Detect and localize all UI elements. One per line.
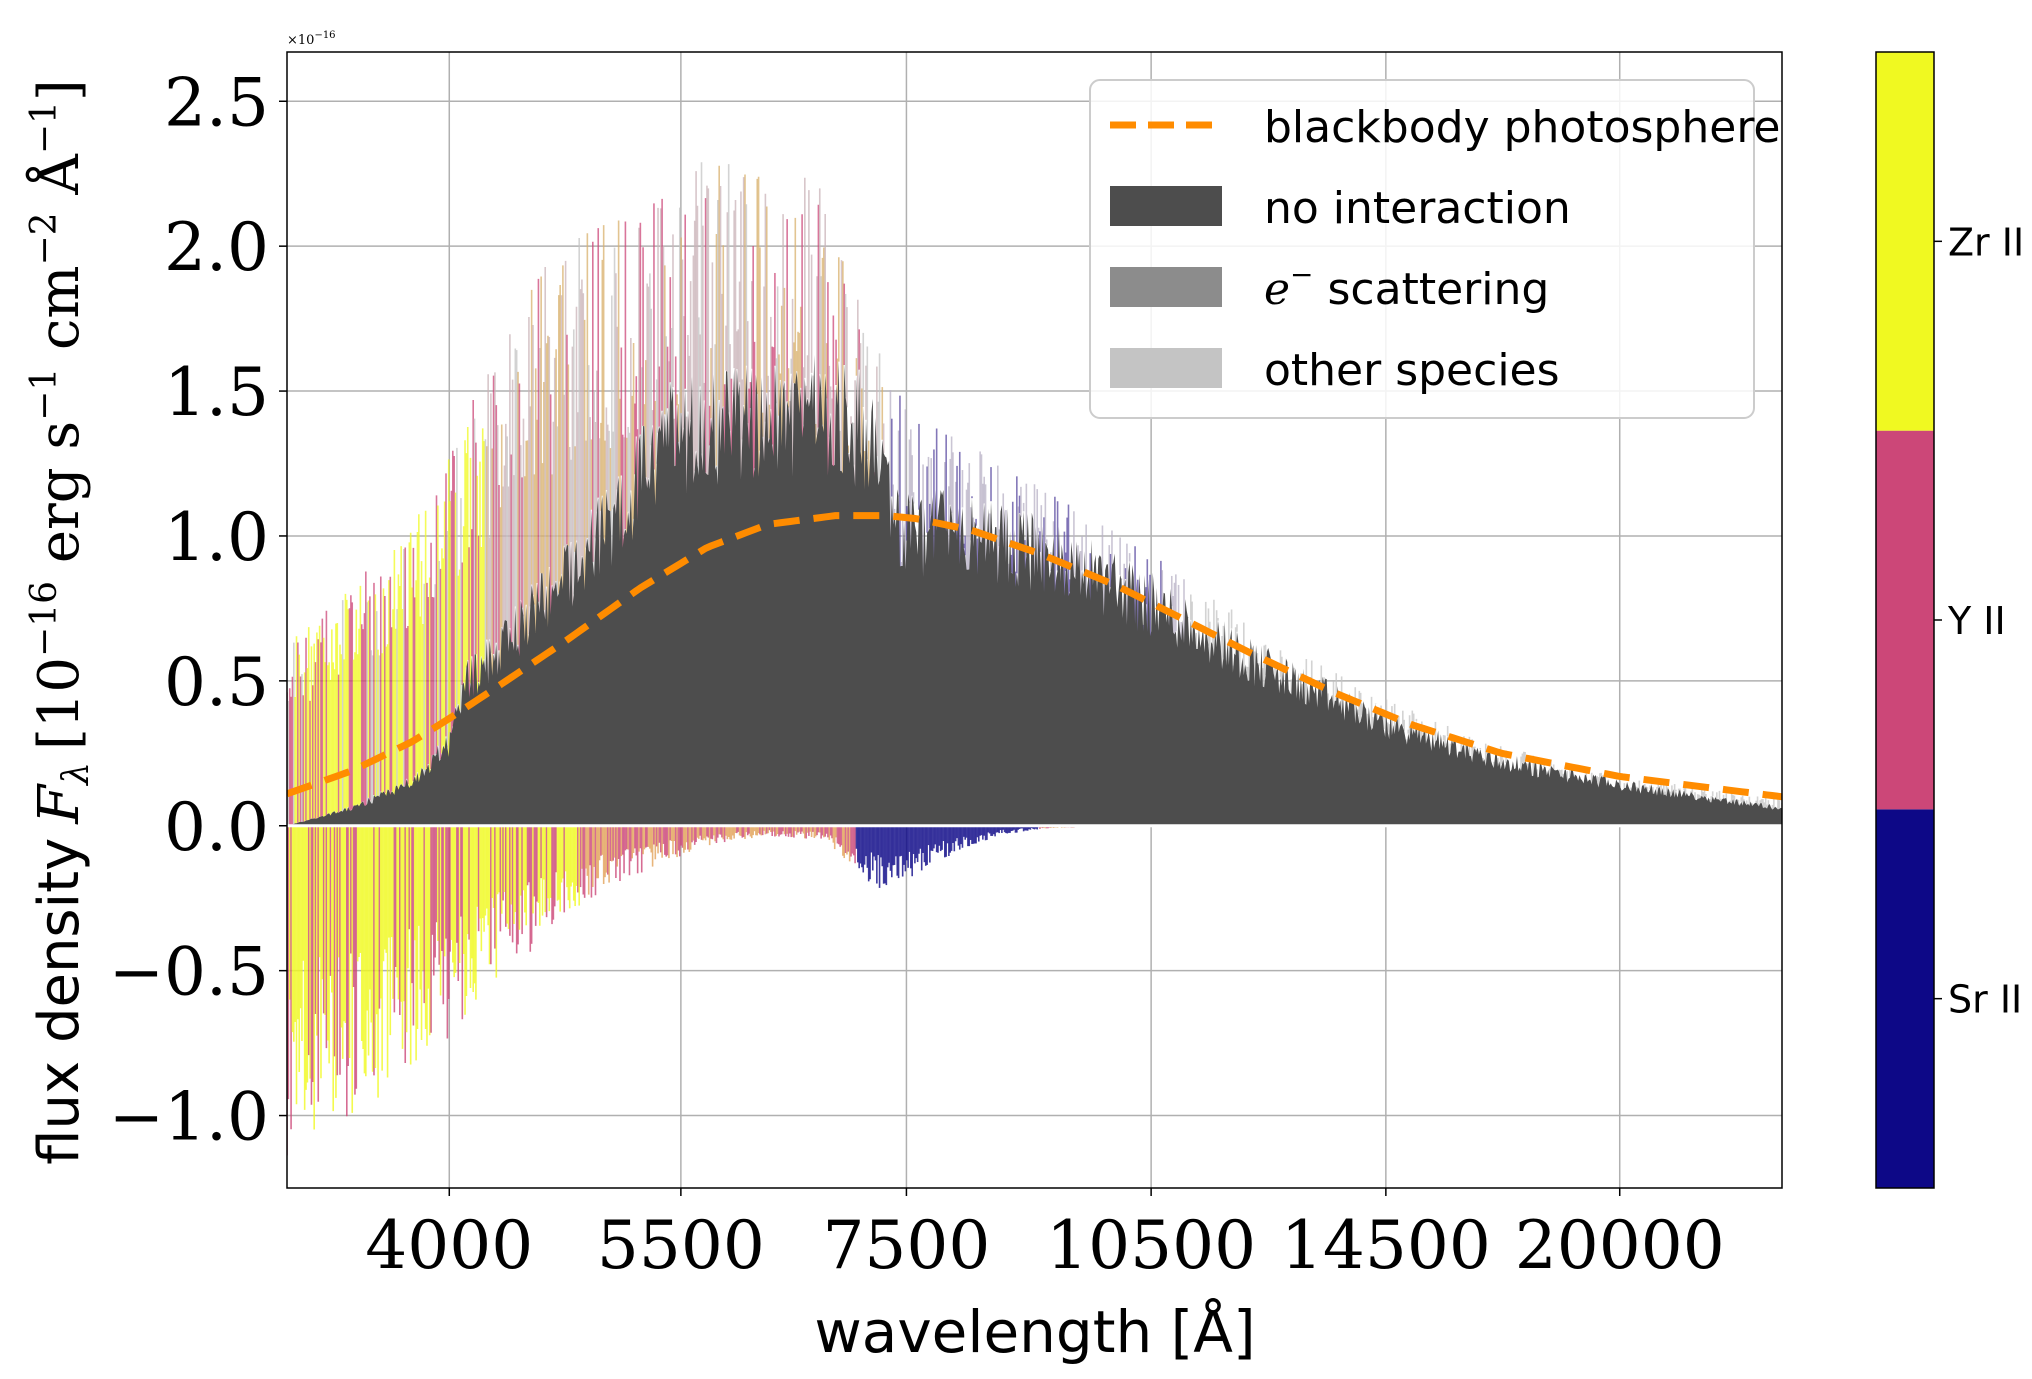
colorbar-label: Sr II: [1948, 978, 2022, 1022]
y-tick-label: 1.5: [164, 354, 269, 431]
legend-label-blackbody: blackbody photosphere: [1264, 102, 1781, 153]
legend-label-other-species: other species: [1264, 345, 1560, 396]
y-axis-ticks: −1.0 −0.5 0.0 0.5 1.0 1.5 2.0 2.5: [109, 64, 287, 1156]
colorbar-segment: [1876, 430, 1934, 810]
x-tick-label: 5500: [597, 1207, 765, 1284]
axes-frame: [286, 51, 1783, 1189]
colorbar: Sr II Y II Zr II: [1875, 51, 2024, 1189]
y-tick-label: 1.0: [164, 499, 269, 576]
legend-label-no-interaction: no interaction: [1264, 183, 1571, 234]
x-tick-label: 20000: [1515, 1207, 1725, 1284]
colorbar-segment: [1876, 52, 1934, 431]
legend-label-e-scattering: e− scattering: [1264, 258, 1549, 315]
y-tick-label: −0.5: [109, 934, 269, 1011]
y-tick-label: 0.0: [164, 789, 269, 866]
x-tick-label: 7500: [822, 1207, 990, 1284]
emission-contributions: [287, 162, 1782, 826]
colorbar-label: Y II: [1947, 599, 2006, 643]
blackbody-curve: [287, 512, 1782, 801]
colorbar-segment: [1876, 809, 1934, 1188]
legend-box: [1089, 79, 1755, 419]
y-tick-label: −1.0: [109, 1079, 269, 1156]
x-axis-label: wavelength [Å]: [814, 1297, 1255, 1366]
x-tick-label: 14500: [1281, 1207, 1491, 1284]
y-axis-label: flux densityFλ[10−16 erg s−1 cm−2 Å−1]: [24, 79, 97, 1165]
y-tick-label: 2.5: [164, 64, 269, 141]
x-tick-label: 10500: [1046, 1207, 1256, 1284]
y-tick-label: 2.0: [164, 209, 269, 286]
colorbar-label: Zr II: [1948, 220, 2024, 264]
y-tick-label: 0.5: [164, 644, 269, 721]
legend: blackbody photosphere no interaction e− …: [1089, 79, 1781, 419]
x-axis-ticks: 4000 5500 7500 10500 14500 20000: [365, 1188, 1725, 1284]
legend-swatch-other-species: [1110, 348, 1222, 388]
colorbar-frame: [1875, 51, 1935, 1189]
x-tick-label: 4000: [365, 1207, 533, 1284]
no-interaction-area: [287, 355, 1782, 826]
offset-text: ×10−16: [287, 30, 336, 48]
legend-swatch-no-interaction: [1110, 186, 1222, 226]
legend-swatch-e-scattering: [1110, 267, 1222, 307]
